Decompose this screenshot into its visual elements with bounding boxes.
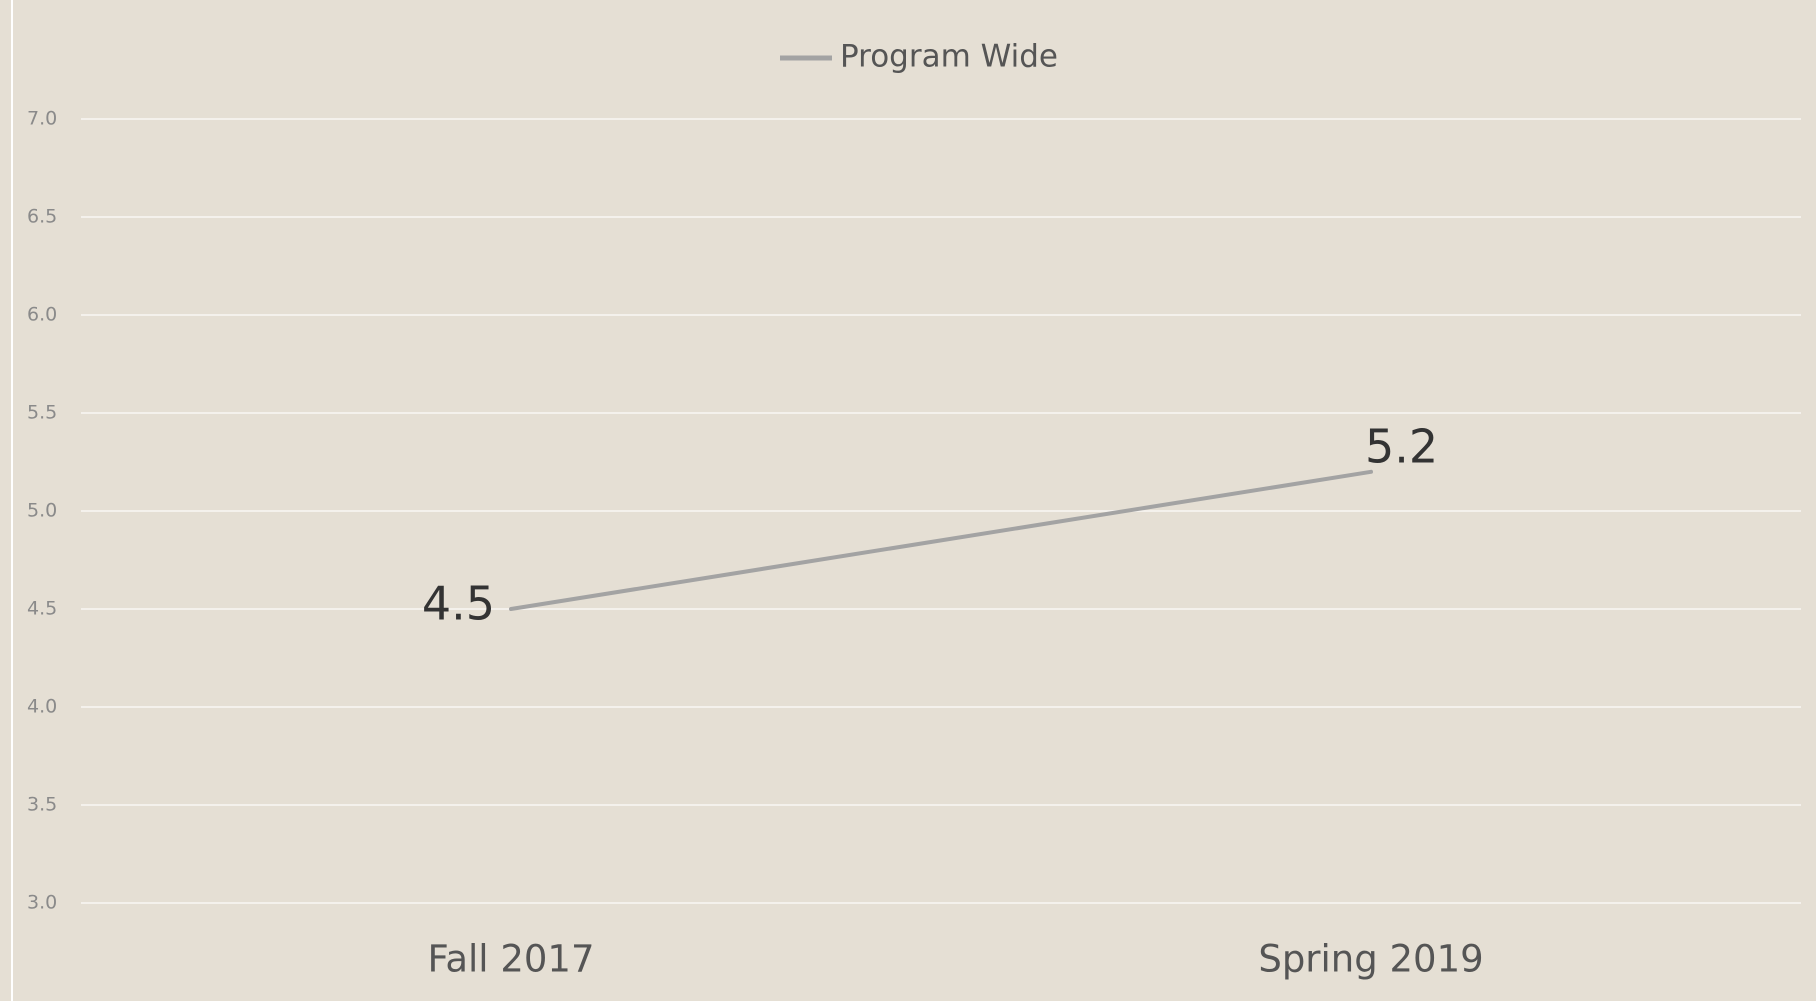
y-tick-label: 4.5 bbox=[27, 598, 57, 620]
x-tick-label: Spring 2019 bbox=[1258, 938, 1483, 981]
y-tick-label: 3.5 bbox=[27, 794, 57, 816]
y-tick-label: 4.0 bbox=[27, 696, 57, 718]
data-label: 4.5 bbox=[422, 577, 495, 631]
x-tick-label: Fall 2017 bbox=[427, 938, 594, 981]
y-tick-label: 6.5 bbox=[27, 206, 57, 228]
series-line bbox=[509, 469, 1373, 611]
y-tick-label: 7.0 bbox=[27, 108, 57, 130]
data-label: 5.2 bbox=[1365, 419, 1438, 473]
legend-label: Program Wide bbox=[840, 39, 1058, 75]
y-tick-label: 5.0 bbox=[27, 500, 57, 522]
y-tick-label: 6.0 bbox=[27, 304, 57, 326]
y-tick-label: 3.0 bbox=[27, 892, 57, 914]
y-tick-label: 5.5 bbox=[27, 402, 57, 424]
